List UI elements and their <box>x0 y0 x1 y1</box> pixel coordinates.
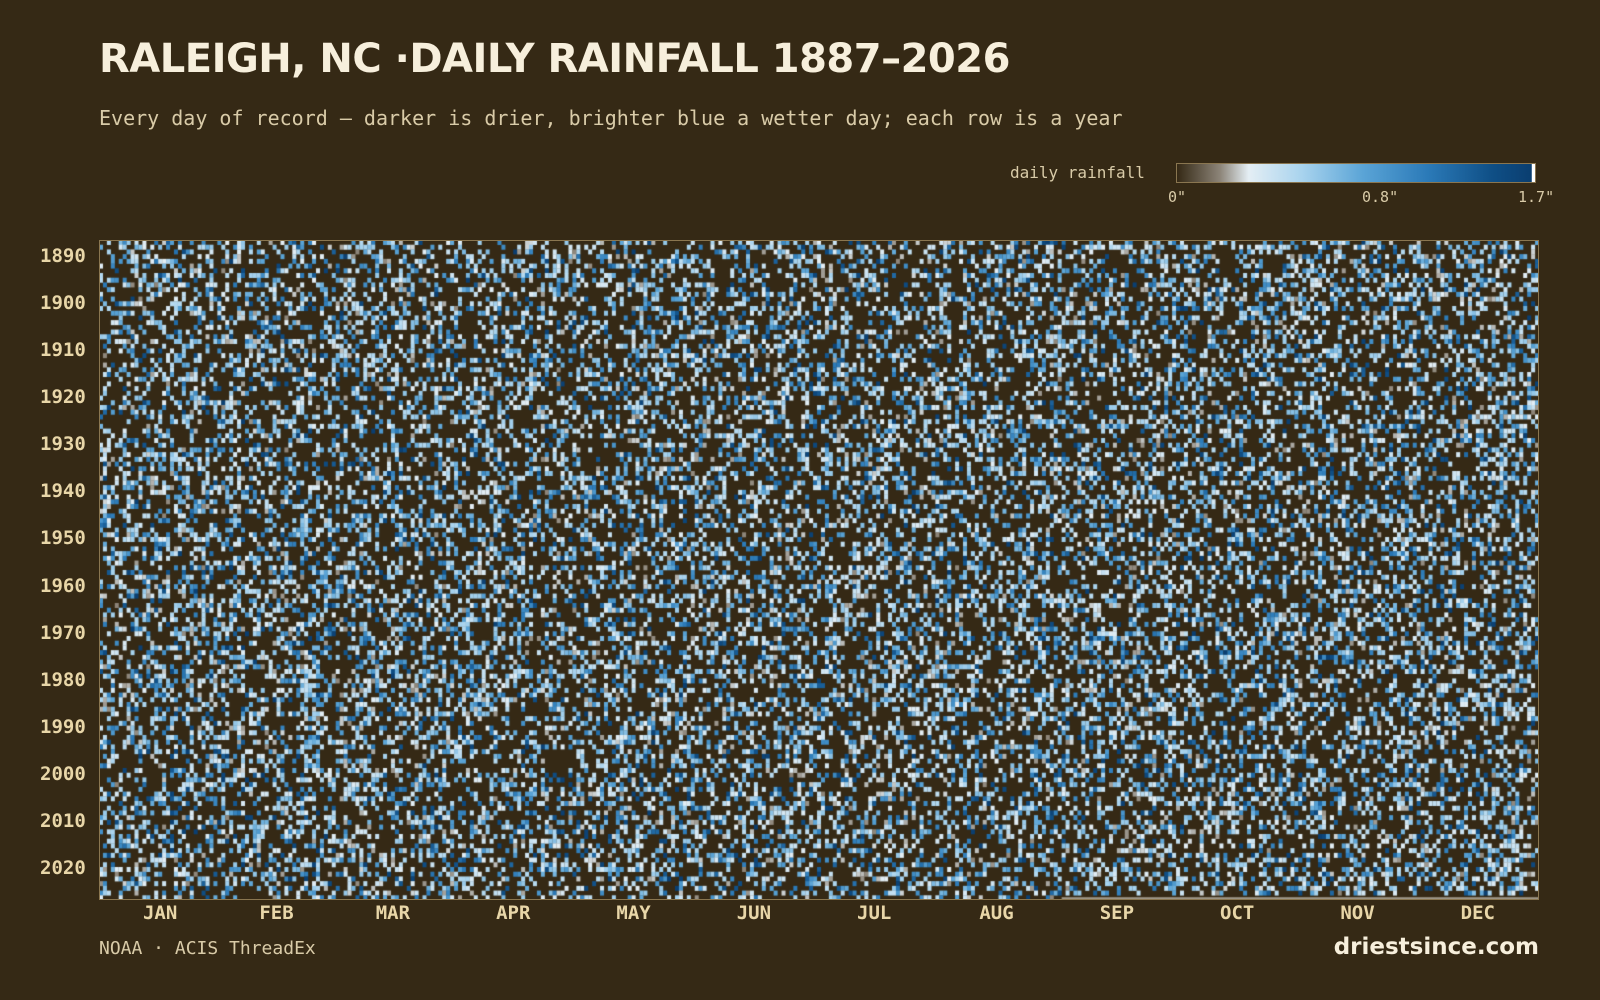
y-tick-1930: 1930 <box>40 433 86 456</box>
y-tick-1900: 1900 <box>40 291 86 314</box>
x-tick-oct: OCT <box>1220 902 1255 924</box>
x-tick-apr: APR <box>496 902 531 924</box>
brand-link[interactable]: driestsince.com <box>1333 934 1539 960</box>
x-tick-mar: MAR <box>375 902 411 924</box>
y-tick-1940: 1940 <box>40 480 86 503</box>
legend-color-bar <box>1176 163 1536 183</box>
y-tick-1970: 1970 <box>40 621 86 644</box>
y-tick-1990: 1990 <box>40 715 86 738</box>
x-tick-jan: JAN <box>142 902 178 924</box>
chart-title: RALEIGH, NC ·DAILY RAINFALL 1887–2026 <box>99 36 1010 82</box>
x-tick-jul: JUL <box>857 902 892 924</box>
x-tick-sep: SEP <box>1099 902 1135 924</box>
legend-tick-0: 0" <box>1168 188 1187 206</box>
legend-label: daily rainfall <box>1010 163 1145 182</box>
y-tick-2020: 2020 <box>40 857 86 880</box>
y-tick-1890: 1890 <box>40 244 86 267</box>
x-tick-aug: AUG <box>979 902 1014 924</box>
x-tick-nov: NOV <box>1340 902 1375 924</box>
y-tick-2010: 2010 <box>40 810 86 833</box>
plot-frame <box>99 240 1539 900</box>
rainfall-heatmap <box>99 240 1539 900</box>
x-tick-feb: FEB <box>259 902 294 924</box>
chart-subtitle: Every day of record — darker is drier, b… <box>99 106 1123 130</box>
y-tick-2000: 2000 <box>40 763 86 786</box>
x-tick-may: MAY <box>616 902 651 924</box>
x-tick-dec: DEC <box>1460 902 1495 924</box>
source-credit: NOAA · ACIS ThreadEx <box>99 938 316 959</box>
y-tick-1910: 1910 <box>40 338 86 361</box>
y-tick-1960: 1960 <box>40 574 86 597</box>
legend-tick-max: 1.7" <box>1518 188 1555 206</box>
legend-tick-mid: 0.8" <box>1362 188 1399 206</box>
x-tick-jun: JUN <box>736 902 772 924</box>
y-tick-1980: 1980 <box>40 668 86 691</box>
y-tick-1920: 1920 <box>40 385 86 408</box>
y-tick-1950: 1950 <box>40 527 86 550</box>
